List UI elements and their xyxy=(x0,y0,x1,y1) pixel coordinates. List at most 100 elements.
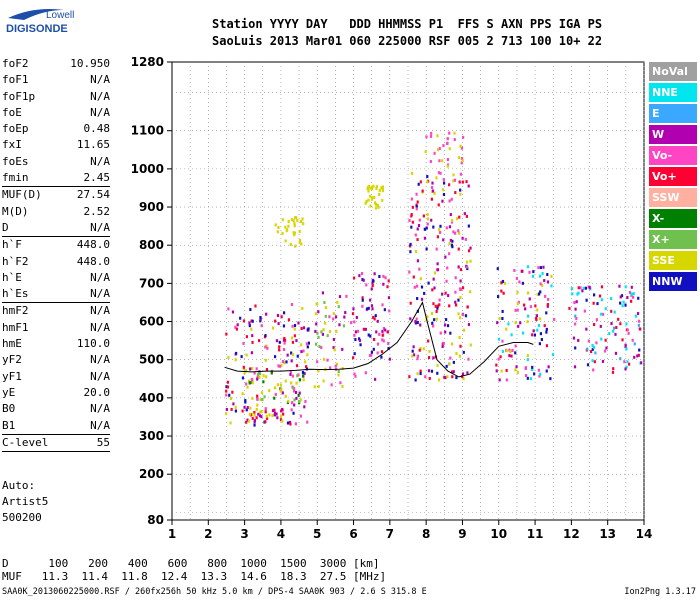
x-tick-label: 3 xyxy=(240,527,248,541)
echo-point xyxy=(255,367,258,371)
echo-point xyxy=(496,267,499,271)
y-tick-label: 700 xyxy=(139,276,164,290)
echo-point xyxy=(630,299,633,303)
echo-point xyxy=(600,312,603,316)
echo-point xyxy=(370,197,373,201)
echo-point xyxy=(326,358,329,362)
echo-point xyxy=(430,218,433,222)
echo-point xyxy=(588,285,591,289)
echo-point xyxy=(458,287,462,291)
echo-point xyxy=(260,415,263,419)
echo-point xyxy=(419,277,422,281)
echo-point xyxy=(585,327,588,331)
legend-item-ssw: SSW xyxy=(649,188,697,207)
echo-point xyxy=(364,201,367,205)
echo-point xyxy=(300,343,303,347)
param-name: foF1p xyxy=(2,89,36,103)
echo-point xyxy=(290,351,293,355)
echo-point xyxy=(414,233,417,237)
echo-point xyxy=(366,307,369,311)
echo-point xyxy=(371,196,374,200)
echo-point xyxy=(458,215,461,219)
param-row: B0 N/A xyxy=(2,401,110,417)
echo-point xyxy=(429,160,432,164)
echo-point xyxy=(467,323,471,327)
param-name: MUF(D) xyxy=(2,188,42,202)
echo-point xyxy=(362,278,365,282)
param-value: 27.54 xyxy=(76,188,110,202)
echo-point xyxy=(423,236,427,240)
echo-point xyxy=(619,357,622,361)
echo-point xyxy=(274,392,277,396)
echo-point xyxy=(457,312,460,316)
echo-point xyxy=(332,337,335,341)
echo-point xyxy=(264,345,267,349)
echo-point xyxy=(459,268,463,272)
echo-point xyxy=(619,322,622,326)
echo-point xyxy=(245,408,248,412)
y-tick-label: 300 xyxy=(139,429,164,443)
echo-point xyxy=(241,392,244,396)
echo-point xyxy=(526,358,529,362)
echo-point xyxy=(516,302,520,306)
echo-point xyxy=(454,276,457,280)
echo-point xyxy=(416,354,420,358)
echo-point xyxy=(419,180,422,184)
echo-point xyxy=(610,297,613,301)
echo-point xyxy=(364,327,367,331)
echo-point xyxy=(510,354,513,358)
echo-point xyxy=(446,141,449,145)
param-value: 110.0 xyxy=(76,337,110,351)
y-tick-label: 500 xyxy=(139,353,164,367)
echo-point xyxy=(412,353,416,357)
echo-point xyxy=(381,338,384,342)
polarization-legend: NoVal NNE E W Vo- Vo+ SSW X- X+ SSE NNW xyxy=(649,62,697,293)
echo-point xyxy=(508,354,511,358)
echo-point xyxy=(459,188,462,192)
echo-point xyxy=(465,260,469,264)
echo-point xyxy=(302,326,306,330)
echo-point xyxy=(416,320,419,324)
echo-point xyxy=(375,186,378,190)
echo-point xyxy=(467,224,470,228)
header-values-row: SaoLuis 2013 Mar01 060 225000 RSF 005 2 … xyxy=(212,34,610,48)
echo-point xyxy=(634,314,638,318)
echo-point xyxy=(615,326,618,330)
echo-point xyxy=(225,393,228,397)
echo-point xyxy=(436,235,439,239)
echo-point xyxy=(305,342,308,346)
echo-point xyxy=(235,327,239,331)
echo-point xyxy=(314,312,318,316)
echo-point xyxy=(624,303,627,307)
echo-point xyxy=(469,343,472,347)
echo-point xyxy=(515,365,518,369)
echo-point xyxy=(625,322,628,326)
echo-point xyxy=(281,231,284,235)
echo-point xyxy=(621,338,624,342)
echo-point xyxy=(531,368,534,372)
echo-point xyxy=(438,228,441,232)
echo-point xyxy=(378,332,381,336)
echo-point xyxy=(416,372,419,376)
echo-point xyxy=(462,135,465,139)
echo-point xyxy=(430,131,433,135)
echo-point xyxy=(329,366,332,370)
param-value: 2.52 xyxy=(83,204,111,218)
echo-point xyxy=(418,348,421,352)
echo-point xyxy=(626,328,629,332)
echo-point xyxy=(317,369,320,373)
echo-point xyxy=(242,365,245,369)
echo-point xyxy=(270,371,273,375)
echo-point xyxy=(409,244,412,248)
echo-point xyxy=(361,298,364,302)
echo-point xyxy=(374,377,377,381)
echo-point xyxy=(608,332,611,336)
echo-point xyxy=(514,368,517,372)
echo-point xyxy=(332,346,335,350)
echo-point xyxy=(526,265,530,269)
echo-point xyxy=(459,316,462,320)
echo-point xyxy=(295,381,298,385)
echo-point xyxy=(538,274,542,278)
echo-point xyxy=(435,309,438,313)
echo-point xyxy=(295,396,298,400)
